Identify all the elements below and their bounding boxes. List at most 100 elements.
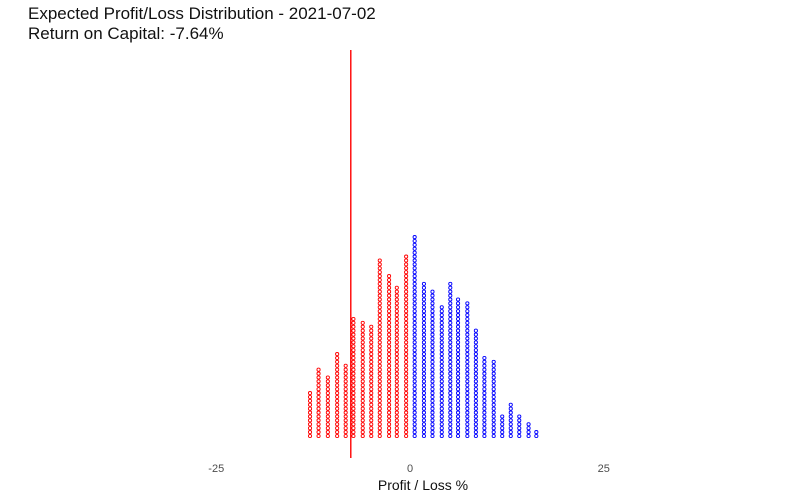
data-dot <box>482 375 487 380</box>
data-dot <box>421 336 427 341</box>
data-dot <box>360 426 365 431</box>
data-dot <box>473 367 478 372</box>
data-dot <box>377 293 382 298</box>
data-dot <box>394 305 399 310</box>
data-dot <box>377 387 382 392</box>
data-dot <box>307 406 313 411</box>
data-dot <box>482 433 487 439</box>
data-dot <box>369 355 374 361</box>
data-dot <box>455 313 461 318</box>
data-dot <box>482 383 487 388</box>
data-dot <box>412 250 417 255</box>
data-dot <box>394 316 399 322</box>
data-dot <box>377 430 382 435</box>
data-dot <box>377 383 382 388</box>
data-dot <box>394 297 399 302</box>
dot-column <box>491 359 496 439</box>
data-dot <box>439 367 444 372</box>
data-dot <box>465 430 470 435</box>
data-dot <box>335 379 340 384</box>
data-dot <box>369 352 374 357</box>
data-dot <box>448 301 453 306</box>
data-dot <box>369 410 374 415</box>
data-dot <box>404 297 409 302</box>
dot-column <box>534 430 539 439</box>
data-dot <box>412 270 417 275</box>
data-dot <box>387 422 392 427</box>
data-dot <box>491 367 496 372</box>
data-dot <box>377 344 382 349</box>
data-dot <box>430 348 435 353</box>
data-dot <box>448 422 453 427</box>
data-dot <box>325 430 330 435</box>
chart-subtitle: Return on Capital: -7.64% <box>28 24 224 43</box>
data-dot <box>404 430 409 435</box>
data-dot <box>316 371 321 376</box>
data-dot <box>455 402 461 407</box>
data-dot <box>473 332 478 337</box>
data-dot <box>316 375 321 380</box>
data-dot <box>377 270 382 275</box>
data-dot <box>404 281 409 286</box>
data-dot <box>351 414 356 419</box>
data-dot <box>421 293 427 298</box>
data-dot <box>404 254 409 259</box>
data-dot <box>387 406 392 411</box>
data-dot <box>335 398 340 403</box>
data-dot <box>412 266 417 271</box>
data-dot <box>448 281 453 286</box>
data-dot <box>394 383 399 388</box>
data-dot <box>351 367 356 372</box>
data-dot <box>387 383 392 388</box>
data-dot <box>421 328 427 333</box>
data-dot <box>430 418 435 423</box>
data-dot <box>448 410 453 415</box>
data-dot <box>335 402 340 407</box>
data-dot <box>473 402 478 407</box>
data-dot <box>465 426 470 431</box>
data-dot <box>473 394 478 400</box>
data-dot <box>482 418 487 423</box>
data-dot <box>412 391 417 396</box>
data-dot <box>455 344 461 349</box>
dot-column <box>473 328 478 439</box>
data-dot <box>377 277 382 283</box>
data-dot <box>412 387 417 392</box>
data-dot <box>387 348 392 353</box>
data-dot <box>455 406 461 411</box>
data-dot <box>482 355 487 361</box>
data-dot <box>508 433 513 439</box>
data-dot <box>343 379 348 384</box>
data-dot <box>369 348 374 353</box>
x-axis-title: Profit / Loss % <box>378 477 468 493</box>
data-dot <box>377 285 382 290</box>
data-dot <box>335 430 340 435</box>
data-dot <box>335 422 340 427</box>
data-dot <box>394 352 399 357</box>
data-dot <box>387 426 392 431</box>
data-dot <box>430 320 435 325</box>
data-dot <box>343 430 348 435</box>
data-dot <box>325 414 330 419</box>
data-dot <box>508 422 513 427</box>
data-dot <box>526 426 531 431</box>
data-dot <box>455 367 461 372</box>
data-dot <box>394 324 399 329</box>
data-dot <box>335 367 340 372</box>
data-dot <box>421 359 427 364</box>
data-dot <box>412 344 417 349</box>
data-dot <box>360 433 365 439</box>
data-dot <box>421 301 427 306</box>
data-dot <box>404 313 409 318</box>
data-dot <box>325 410 330 415</box>
data-dot <box>500 422 505 427</box>
dot-layer <box>307 235 539 439</box>
data-dot <box>412 348 417 353</box>
data-dot <box>387 359 392 364</box>
data-dot <box>455 301 461 306</box>
data-dot <box>430 336 435 341</box>
data-dot <box>325 406 330 411</box>
data-dot <box>455 394 461 400</box>
data-dot <box>448 336 453 341</box>
data-dot <box>369 336 374 341</box>
